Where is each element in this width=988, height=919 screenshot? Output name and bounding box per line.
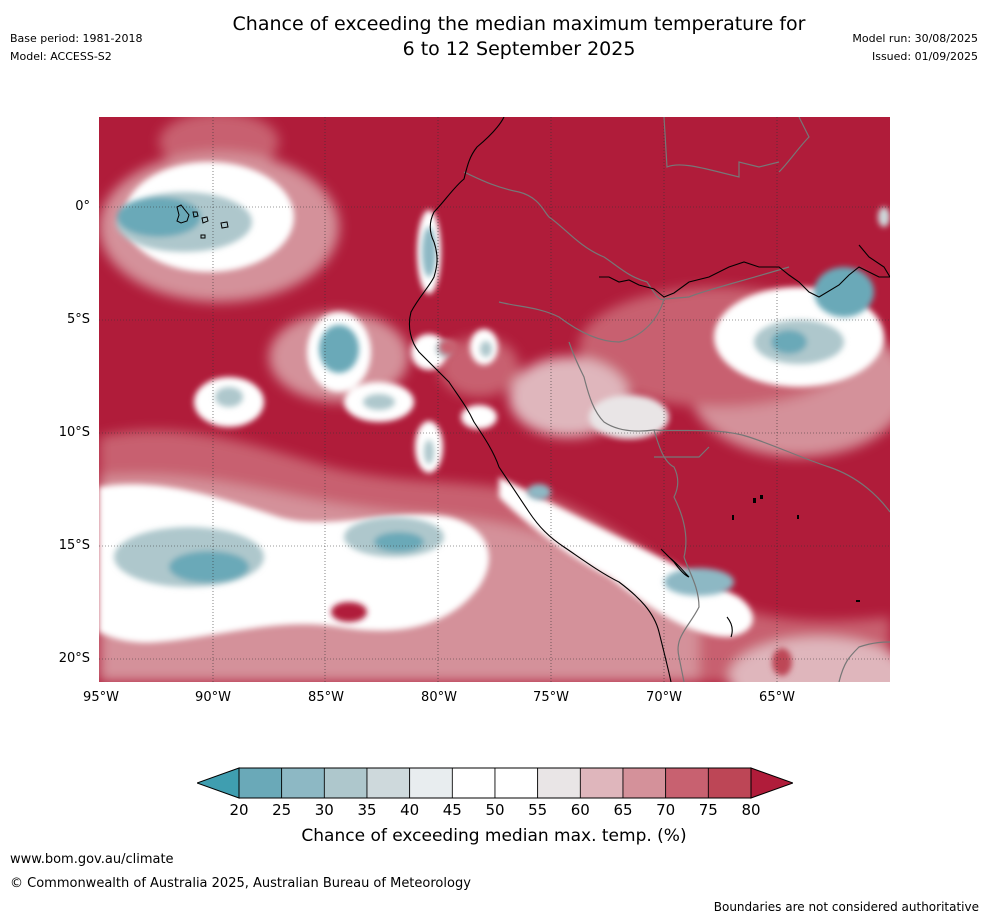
- colorbar-segment: [451, 767, 496, 799]
- colorbar-tick-55: 55: [528, 801, 548, 819]
- lat-label-5s: 5°S: [66, 312, 90, 327]
- colorbar-tick-40: 40: [400, 801, 420, 819]
- colorbar-segment: [707, 767, 752, 799]
- title-line-1: Chance of exceeding the median maximum t…: [232, 13, 806, 35]
- map-title: Chance of exceeding the median maximum t…: [0, 12, 988, 62]
- probability-map: [99, 117, 890, 682]
- colorbar-extend-low: [197, 767, 240, 799]
- boundary-disclaimer: Boundaries are not considered authoritat…: [713, 900, 979, 914]
- copyright-text: © Commonwealth of Australia 2025, Austra…: [10, 876, 471, 891]
- colorbar-tick-30: 30: [314, 801, 334, 819]
- small-islands: [732, 495, 860, 602]
- lon-label-90w: 90°W: [195, 690, 231, 705]
- colorbar-tick-20: 20: [229, 801, 249, 819]
- lon-label-75w: 75°W: [533, 690, 569, 705]
- colorbar-tick-80: 80: [741, 801, 761, 819]
- title-line-2: 6 to 12 September 2025: [402, 38, 636, 60]
- colorbar-segment: [622, 767, 667, 799]
- colorbar-tick-50: 50: [485, 801, 505, 819]
- colorbar-segment: [579, 767, 624, 799]
- high-probability-zones: [331, 339, 792, 676]
- colorbar-tick-65: 65: [613, 801, 633, 819]
- colorbar-tick-60: 60: [570, 801, 590, 819]
- lat-label-0: 0°: [75, 199, 90, 214]
- colorbar-segment: [281, 767, 325, 799]
- footer-url: www.bom.gov.au/climate: [10, 852, 174, 867]
- model-run-text: Model run: 30/08/2025: [852, 32, 978, 45]
- colorbar-tick-70: 70: [656, 801, 676, 819]
- colorbar-segment: [537, 767, 581, 799]
- lon-label-85w: 85°W: [308, 690, 344, 705]
- colorbar-tick-75: 75: [698, 801, 718, 819]
- model-info: Base period: 1981-2018 Model: ACCESS-S2: [10, 30, 142, 66]
- coastline: [408, 117, 890, 682]
- lon-label-80w: 80°W: [421, 690, 457, 705]
- colorbar-segment: [323, 767, 368, 799]
- colorbar-segment: [238, 767, 283, 799]
- map-canvas: [99, 117, 890, 682]
- galapagos-islands: [176, 204, 229, 239]
- model-name-text: Model: ACCESS-S2: [10, 50, 112, 63]
- colorbar-title: Chance of exceeding median max. temp. (%…: [301, 826, 687, 846]
- base-period-text: Base period: 1981-2018: [10, 32, 143, 45]
- colorbar-segment: [665, 767, 709, 799]
- colorbar-frame: [238, 767, 752, 799]
- lon-label-95w: 95°W: [83, 690, 119, 705]
- colorbar-segment: [366, 767, 411, 799]
- colorbar-tick-25: 25: [272, 801, 292, 819]
- country-borders: [463, 117, 890, 682]
- colorbar-segment: [409, 767, 453, 799]
- lon-label-70w: 70°W: [646, 690, 682, 705]
- lat-label-10s: 10°S: [58, 425, 90, 440]
- graticule: [99, 117, 890, 682]
- run-info: Model run: 30/08/2025 Issued: 01/09/2025: [852, 30, 978, 66]
- lat-label-20s: 20°S: [58, 651, 90, 666]
- lat-label-15s: 15°S: [58, 538, 90, 553]
- colorbar-tick-35: 35: [357, 801, 377, 819]
- colorbar: [197, 767, 793, 799]
- colorbar-segments: [197, 767, 793, 799]
- colorbar-segment: [494, 767, 539, 799]
- colorbar-extend-high: [750, 767, 793, 799]
- issued-date-text: Issued: 01/09/2025: [871, 50, 978, 63]
- lon-label-65w: 65°W: [759, 690, 795, 705]
- colorbar-tick-45: 45: [442, 801, 462, 819]
